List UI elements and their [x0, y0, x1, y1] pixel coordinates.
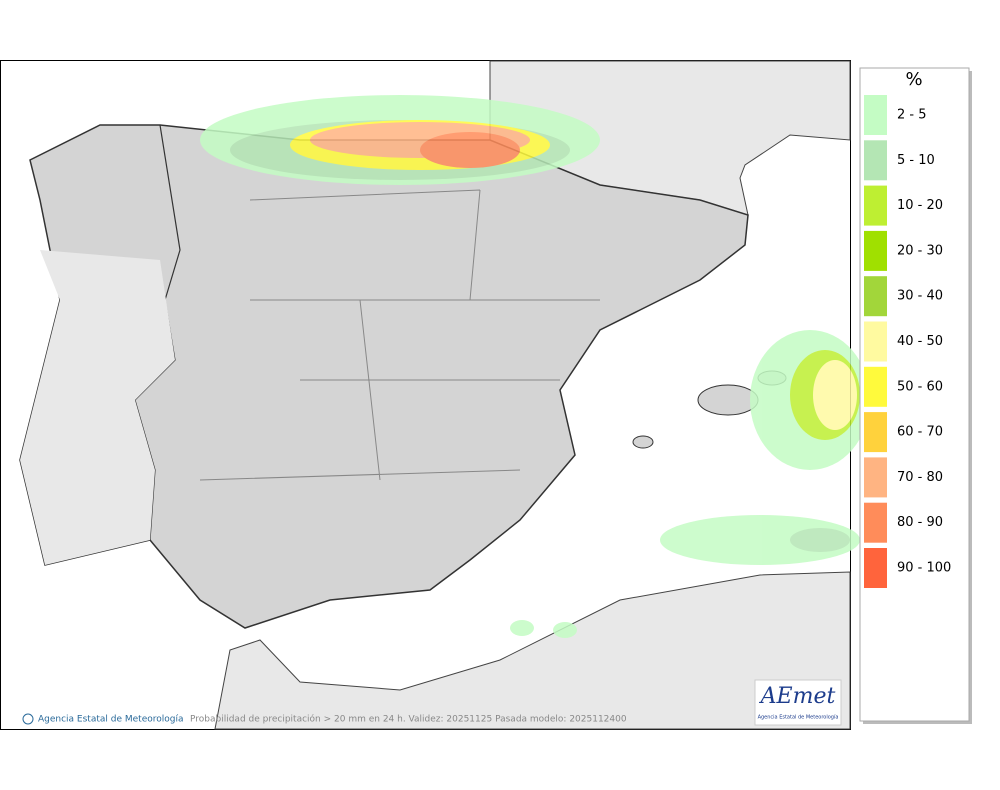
precipitation — [200, 95, 870, 638]
legend-label: 80 - 90 — [897, 515, 943, 530]
legend-label: 50 - 60 — [897, 379, 943, 394]
legend-label: 5 - 10 — [897, 153, 935, 168]
legend-label: 10 - 20 — [897, 198, 943, 213]
logo: AEmet — [759, 684, 836, 709]
legend-swatch — [864, 412, 887, 453]
africa — [214, 571, 851, 730]
legend-label: 30 - 40 — [897, 289, 943, 304]
ibiza — [632, 435, 654, 449]
logo-subtitle: Agencia Estatal de Meteorología — [758, 714, 839, 721]
legend-swatch — [864, 95, 887, 135]
caption: Probabilidad de precipitación > 20 mm en… — [190, 714, 627, 725]
legend-title: % — [905, 69, 922, 90]
legend-swatch — [864, 548, 887, 588]
legend-label: 60 - 70 — [897, 425, 943, 440]
legend-label: 20 - 30 — [897, 243, 943, 258]
regions — [199, 189, 600, 481]
credit: Agencia Estatal de Meteorología — [38, 715, 184, 725]
legend-label: 70 - 80 — [897, 470, 943, 485]
legend-swatch — [864, 366, 887, 407]
legend-label: 40 - 50 — [897, 334, 943, 349]
legend-items: 2 - 5 5 - 10 10 - 20 20 - 30 30 - 40 40 - 50 5… — [864, 95, 951, 588]
legend-swatch — [864, 276, 887, 317]
portugal — [20, 250, 175, 565]
legend-swatch — [864, 457, 887, 498]
legend-label: 2 - 5 — [897, 108, 927, 123]
legend-swatch — [864, 502, 887, 543]
legend-swatch — [864, 230, 887, 271]
legend-swatch — [864, 140, 887, 181]
mallorca — [697, 384, 759, 416]
legend-label: 90 - 100 — [897, 561, 951, 576]
logo-box — [754, 679, 842, 726]
copyright-icon — [22, 713, 34, 725]
legend-swatch — [864, 185, 887, 226]
legend-swatch — [864, 321, 887, 362]
